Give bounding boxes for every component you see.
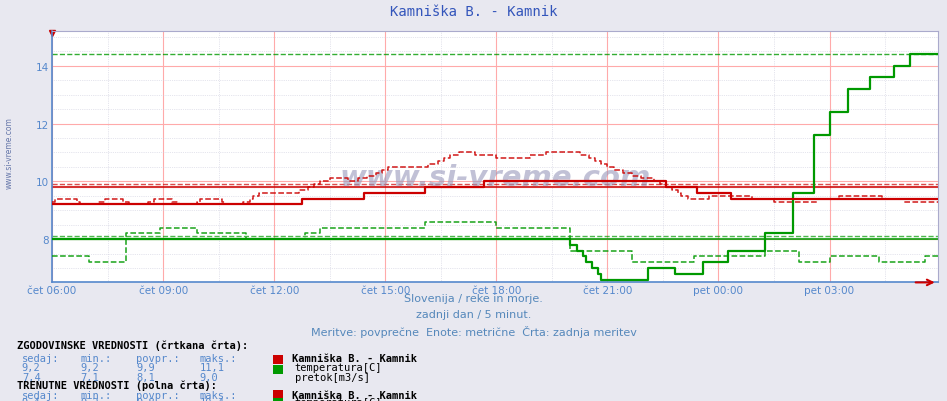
Text: sedaj:: sedaj: (22, 390, 60, 400)
Text: Kamniška B. - Kamnik: Kamniška B. - Kamnik (390, 5, 557, 19)
Text: 9,2: 9,2 (22, 362, 41, 372)
Text: 9,2: 9,2 (80, 362, 99, 372)
Text: min.:: min.: (80, 390, 112, 400)
Text: 7,1: 7,1 (80, 372, 99, 382)
Text: povpr.:: povpr.: (136, 353, 180, 363)
Text: maks.:: maks.: (200, 353, 238, 363)
Text: temperatura[C]: temperatura[C] (295, 362, 382, 372)
Text: povpr.:: povpr.: (136, 390, 180, 400)
Text: 11,1: 11,1 (200, 362, 224, 372)
Text: 9,9: 9,9 (136, 362, 155, 372)
Text: ZGODOVINSKE VREDNOSTI (črtkana črta):: ZGODOVINSKE VREDNOSTI (črtkana črta): (17, 340, 248, 350)
Text: temperatura[C]: temperatura[C] (295, 397, 382, 401)
Text: pretok[m3/s]: pretok[m3/s] (295, 372, 369, 382)
Text: www.si-vreme.com: www.si-vreme.com (5, 117, 14, 188)
Text: zadnji dan / 5 minut.: zadnji dan / 5 minut. (416, 310, 531, 320)
Text: Meritve: povprečne  Enote: metrične  Črta: zadnja meritev: Meritve: povprečne Enote: metrične Črta:… (311, 326, 636, 338)
Text: Kamniška B. - Kamnik: Kamniška B. - Kamnik (292, 353, 417, 363)
Text: 9,4: 9,4 (22, 397, 41, 401)
Text: www.si-vreme.com: www.si-vreme.com (339, 164, 651, 191)
Text: 9,0: 9,0 (200, 372, 219, 382)
Text: 9,8: 9,8 (136, 397, 155, 401)
Text: 8,1: 8,1 (136, 372, 155, 382)
Text: maks.:: maks.: (200, 390, 238, 400)
Text: min.:: min.: (80, 353, 112, 363)
Text: 7,4: 7,4 (22, 372, 41, 382)
Text: Slovenija / reke in morje.: Slovenija / reke in morje. (404, 294, 543, 304)
Text: 10,4: 10,4 (200, 397, 224, 401)
Text: TRENUTNE VREDNOSTI (polna črta):: TRENUTNE VREDNOSTI (polna črta): (17, 380, 217, 390)
Text: 9,2: 9,2 (80, 397, 99, 401)
Text: sedaj:: sedaj: (22, 353, 60, 363)
Text: Kamniška B. - Kamnik: Kamniška B. - Kamnik (292, 390, 417, 400)
